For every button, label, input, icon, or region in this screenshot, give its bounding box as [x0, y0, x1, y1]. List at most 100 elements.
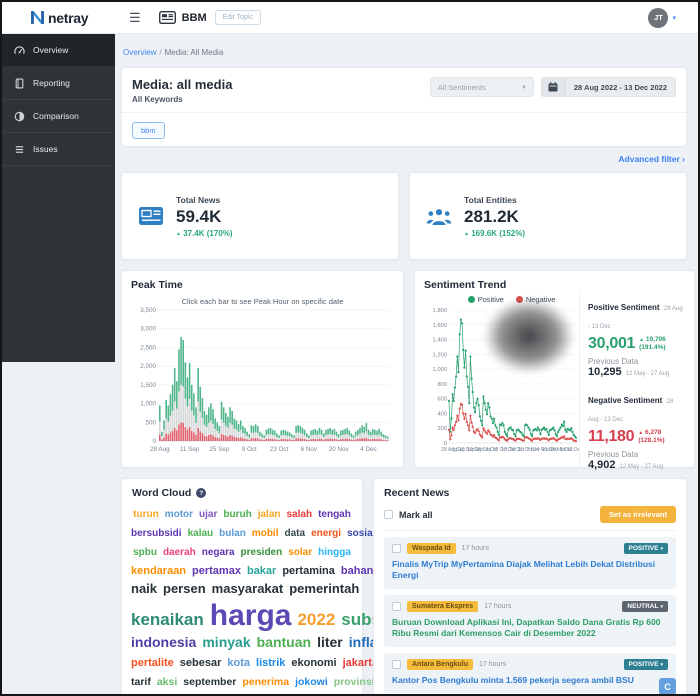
word-cloud-term[interactable]: sebesar [179, 656, 222, 669]
news-sentiment-badge[interactable]: POSITIVE ▾ [623, 658, 668, 670]
news-source-badge[interactable]: Antara Bengkulu [407, 658, 474, 670]
total-entities-label: Total Entities [464, 194, 517, 205]
word-cloud-term[interactable]: ujar [199, 509, 218, 520]
sentiment-filter-select[interactable]: All Sentiments ▲ ▼ [429, 77, 534, 97]
date-range-picker[interactable]: 28 Aug 2022 - 13 Dec 2022 [540, 77, 676, 97]
word-cloud-term[interactable]: masyarakat [211, 580, 284, 596]
word-cloud: turun motor ujar buruh jalan salah tengah bersu… [128, 504, 401, 694]
set-as-irrelevant-button[interactable]: Set as irrelevant [600, 506, 676, 523]
word-cloud-term[interactable]: bakar [246, 564, 277, 577]
word-cloud-term[interactable]: hingga [318, 546, 351, 558]
svg-text:28 Aug: 28 Aug [441, 447, 457, 453]
news-source-badge[interactable]: Waspada Id [407, 543, 456, 554]
word-cloud-term[interactable]: daerah [162, 546, 196, 558]
sidebar-item-overview[interactable]: Overview [2, 34, 115, 67]
word-cloud-term[interactable]: salah [286, 509, 313, 520]
advanced-filter-link[interactable]: Advanced filter › [618, 154, 685, 164]
word-cloud-term[interactable]: motor [164, 509, 194, 520]
word-cloud-term[interactable]: 2022 [297, 610, 336, 630]
news-source-badge[interactable]: Sumatera Ekspres [407, 600, 479, 612]
word-cloud-term[interactable]: mobil [251, 527, 279, 539]
svg-text:1,800: 1,800 [432, 308, 447, 314]
word-cloud-term[interactable]: jokowi [295, 675, 328, 688]
word-cloud-term[interactable]: kalau [187, 527, 214, 539]
peak-time-chart[interactable]: 0 500 1,000 1,500 2,000 2,500 3,000 3,500 28 Aug… [131, 306, 394, 459]
topic-selector[interactable]: BBM [158, 11, 207, 24]
svg-text:26 Sep: 26 Sep [475, 447, 491, 453]
svg-text:2,500: 2,500 [140, 344, 156, 351]
negative-previous-label: Previous Data [588, 450, 639, 459]
word-cloud-term[interactable]: tarif [131, 675, 151, 688]
avatar[interactable]: JT [648, 7, 669, 28]
word-cloud-term[interactable]: bersubsidi [131, 527, 182, 539]
sidebar-item-issues[interactable]: Issues [2, 133, 115, 166]
sidebar-item-comparison[interactable]: Comparison [2, 100, 115, 133]
news-sentiment-badge[interactable]: NEUTRAL ▾ [622, 600, 668, 612]
word-cloud-term[interactable]: jalan [257, 509, 281, 520]
sentiment-trend-chart[interactable]: 0 200 400 600 800 1,000 1,200 1,400 1,600 1,800 28… [424, 304, 583, 459]
positive-dot-icon [467, 296, 475, 303]
word-cloud-term[interactable]: tengah [318, 509, 351, 520]
word-cloud-term[interactable]: solar [288, 546, 313, 558]
word-cloud-term[interactable]: penerima [242, 675, 290, 688]
word-cloud-term[interactable]: data [284, 527, 306, 539]
word-cloud-term[interactable]: liter [317, 633, 343, 650]
peak-time-card: Peak Time Click each bar to see Peak Hou… [121, 270, 404, 468]
keyword-tag[interactable]: bbm [132, 122, 165, 139]
word-cloud-term[interactable]: persen [163, 580, 206, 596]
edit-topic-button[interactable]: Edit Topic [214, 10, 261, 25]
svg-text:2,000: 2,000 [140, 363, 156, 370]
news-item-checkbox[interactable] [392, 601, 401, 611]
word-cloud-term[interactable]: sosial [347, 527, 376, 539]
svg-text:0: 0 [152, 438, 156, 445]
mark-all-checkbox[interactable] [384, 510, 393, 519]
svg-text:11 Sep: 11 Sep [180, 446, 200, 453]
word-cloud-term[interactable]: spbu [133, 546, 157, 558]
word-cloud-term[interactable]: bahan [340, 564, 374, 577]
word-cloud-term[interactable]: turun [133, 509, 159, 520]
gauge-icon [14, 45, 25, 56]
word-cloud-term[interactable]: pertamax [192, 564, 241, 577]
word-cloud-term[interactable]: kenaikan [131, 610, 204, 630]
news-sentiment-badge[interactable]: POSITIVE ▾ [623, 543, 668, 554]
word-cloud-term[interactable]: indonesia [131, 633, 197, 650]
breadcrumb-overview-link[interactable]: Overview [123, 48, 157, 57]
svg-text:5 Dec: 5 Dec [560, 447, 574, 453]
legend-negative[interactable]: Negative [515, 295, 555, 304]
news-title-link[interactable]: Finalis MyTrip MyPertamina Diajak Meliha… [392, 559, 656, 581]
user-menu[interactable]: JT ▾ [648, 7, 698, 28]
word-cloud-term[interactable]: negara [201, 546, 235, 558]
word-cloud-term[interactable]: september [183, 675, 237, 688]
sidebar-item-reporting[interactable]: Reporting [2, 67, 115, 100]
word-cloud-term[interactable]: naik [131, 580, 158, 596]
news-title-link[interactable]: Buruan Download Aplikasi Ini, Dapatkan S… [392, 616, 661, 639]
menu-toggle-icon[interactable]: ☰ [129, 10, 141, 25]
word-cloud-term[interactable]: aksi [156, 675, 178, 688]
word-cloud-term[interactable]: minyak [202, 633, 251, 650]
word-cloud-term[interactable]: buruh [223, 509, 252, 520]
word-cloud-term[interactable]: ekonomi [291, 656, 337, 669]
word-cloud-term[interactable]: bantuan [256, 633, 312, 650]
news-item-checkbox[interactable] [392, 659, 401, 669]
calendar-icon[interactable] [541, 78, 566, 96]
svg-text:7 Nov: 7 Nov [527, 447, 541, 453]
word-cloud-term[interactable]: energi [311, 527, 342, 539]
word-cloud-term[interactable]: pertalite [131, 656, 174, 669]
chat-widget-button[interactable]: C [659, 678, 676, 694]
word-cloud-term[interactable]: listrik [256, 656, 286, 669]
help-icon[interactable]: ? [196, 488, 207, 498]
word-cloud-term[interactable]: kendaraan [131, 564, 187, 577]
topbar: netray ☰ BBM Edit Topic JT ▾ [2, 2, 698, 34]
word-cloud-term[interactable]: jakarta [342, 656, 379, 669]
news-item-checkbox[interactable] [392, 544, 401, 553]
legend-positive[interactable]: Positive [467, 295, 504, 304]
word-cloud-term[interactable]: harga [209, 599, 292, 633]
word-cloud-term[interactable]: bulan [219, 527, 246, 539]
word-cloud-term[interactable]: kota [227, 656, 251, 669]
word-cloud-term[interactable]: pemerintah [289, 580, 360, 596]
word-cloud-term[interactable]: presiden [240, 546, 283, 558]
brand-logo[interactable]: netray [2, 10, 115, 26]
word-cloud-term[interactable]: pertamina [282, 564, 335, 577]
word-cloud-term[interactable]: provinsi [333, 675, 375, 688]
news-title-link[interactable]: Kantor Pos Bengkulu minta 1.569 pekerja … [392, 674, 634, 685]
